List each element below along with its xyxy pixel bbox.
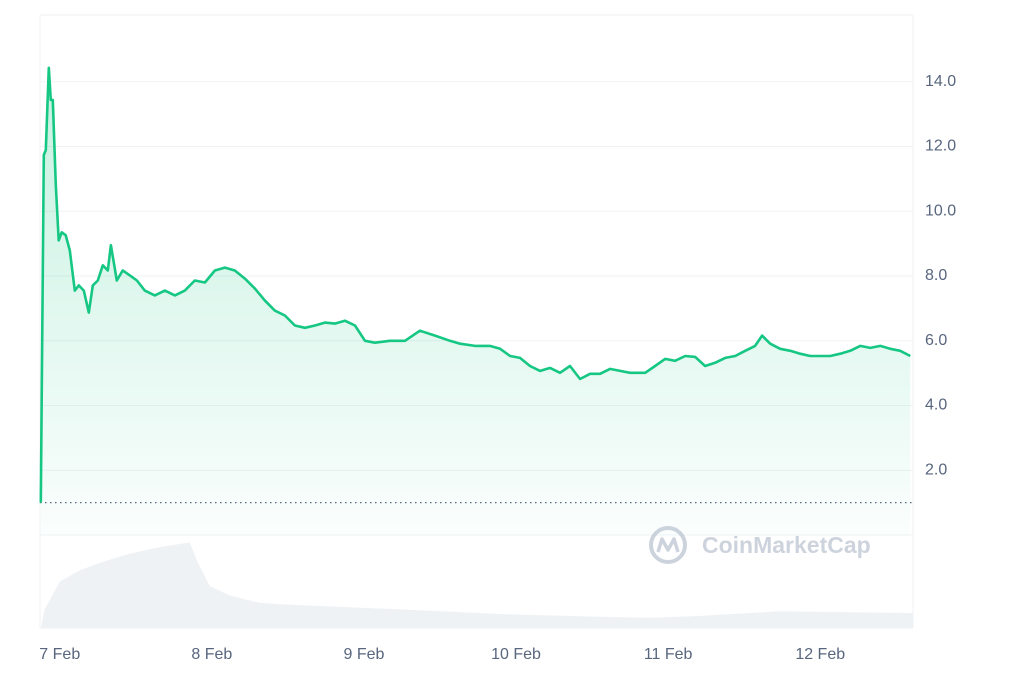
price-area	[40, 67, 911, 536]
x-tick-label: 12 Feb	[795, 646, 845, 663]
y-tick-label: 6.0	[925, 332, 947, 349]
y-tick-label: 4.0	[925, 397, 947, 414]
y-tick-label: 14.0	[925, 73, 956, 90]
price-line	[39, 66, 911, 503]
volume-area	[40, 542, 914, 628]
x-tick-label: 11 Feb	[644, 646, 693, 663]
watermark-logo-mark	[656, 537, 680, 553]
y-tick-label: 8.0	[925, 267, 947, 284]
y-tick-label: 2.0	[925, 461, 947, 478]
y-tick-label: 12.0	[925, 138, 956, 155]
x-tick-label: 9 Feb	[343, 646, 384, 663]
x-tick-label: 10 Feb	[491, 646, 541, 663]
watermark: CoinMarketCap	[649, 526, 871, 564]
x-tick-label: 7 Feb	[39, 646, 80, 663]
watermark-logo	[649, 526, 687, 564]
x-tick-label: 8 Feb	[191, 646, 232, 663]
watermark-text: CoinMarketCap	[702, 532, 871, 558]
y-tick-label: 10.0	[925, 202, 956, 219]
